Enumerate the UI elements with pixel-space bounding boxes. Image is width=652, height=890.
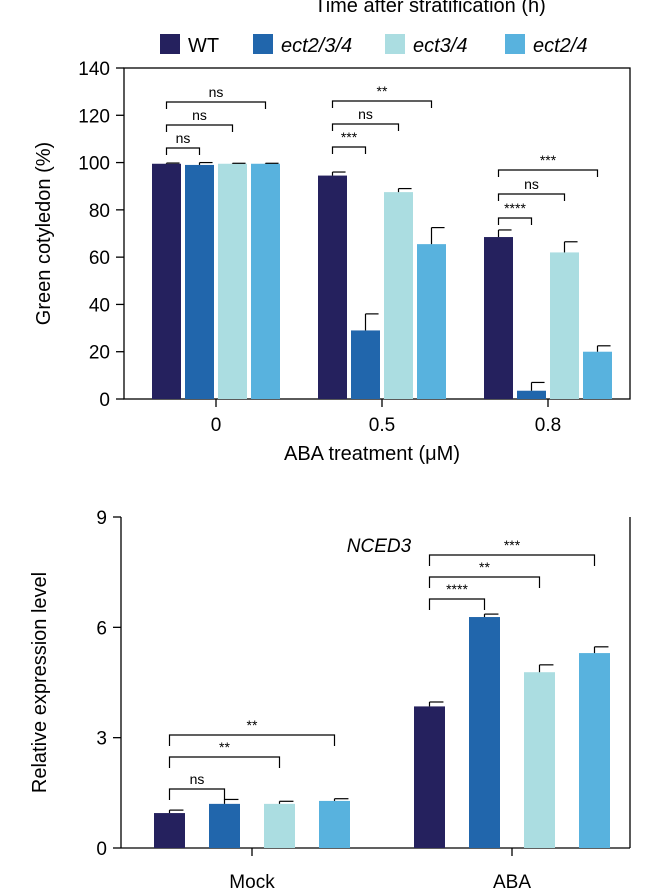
sig-bracket-0-0-3: [165, 101, 267, 109]
legend-label-wt: WT: [188, 35, 219, 57]
x-tick-label-0-5: 0.5: [369, 415, 395, 436]
sig-bracket-0-8-0-1: [497, 217, 533, 225]
sig-bracket-0-8-0-3: [497, 169, 599, 177]
sig-bracket-0-0-1: [165, 147, 201, 155]
x-axis-label: ABA treatment (μM): [284, 443, 460, 465]
sig-bracket-mock-0-3: [168, 734, 336, 746]
bar-ect2-4-mock: [319, 800, 350, 848]
sig-label-0-5-0-3: **: [377, 83, 388, 99]
x-tick-label-mock: Mock: [229, 872, 275, 890]
bar-ect2-4-aba: [579, 653, 610, 848]
bar-ect2-4-0-5: [417, 244, 446, 399]
y-tick-label-40: 40: [89, 295, 110, 316]
bar-ect3-4-0-8: [550, 252, 579, 399]
legend-swatch-wt: [160, 34, 180, 54]
sig-label-mock-0-1: ns: [190, 771, 205, 787]
x-tick-label-aba: ABA: [493, 872, 531, 890]
header-caption: Time after stratification (h): [314, 0, 546, 17]
sig-bracket-0-8-0-2: [497, 193, 566, 201]
sig-bracket-mock-0-2: [168, 756, 281, 768]
sig-label-0-8-0-3: ***: [540, 152, 557, 168]
bar-wt-0-5: [318, 175, 347, 399]
bar-ect2-3-4-0: [185, 164, 214, 399]
legend-swatch-ect2-3-4: [253, 34, 273, 54]
chart-green-cotyledon: 0 20 40 60 80 100 120 140 0 0.5 0.8 Green cotyledon…: [33, 59, 631, 465]
legend-label-ect3-4: ect3/4: [413, 35, 467, 57]
y-axis-label: Green cotyledon (%): [33, 142, 55, 325]
sig-label-0-8-0-2: ns: [524, 176, 539, 192]
sig-bracket-0-5-0-2: [331, 123, 400, 131]
chart-title: NCED3: [347, 536, 412, 557]
bar-wt-0: [152, 163, 181, 399]
sig-bracket-0-5-0-1: [331, 146, 367, 154]
sig-label-0-0-3: ns: [209, 84, 224, 100]
y-tick-label-140: 140: [78, 59, 110, 80]
sig-bracket-aba-0-2: [428, 576, 541, 588]
sig-label-0-5-0-1: ***: [341, 129, 358, 145]
sig-label-aba-0-1: ****: [446, 581, 468, 597]
y-tick-label-100: 100: [78, 154, 110, 175]
y-tick-label-80: 80: [89, 201, 110, 222]
sig-bracket-0-5-0-3: [331, 100, 433, 108]
bar-ect2-3-4-aba: [469, 617, 500, 848]
sig-label-0-5-0-2: ns: [358, 106, 373, 122]
sig-label-aba-0-2: **: [479, 559, 490, 575]
bar-ect3-4-0: [218, 163, 247, 399]
bar-ect2-3-4-0-5: [351, 330, 380, 399]
x-tick-label-0-8: 0.8: [535, 415, 561, 436]
legend-label-ect2-3-4: ect2/3/4: [281, 35, 352, 57]
bar-wt-aba: [414, 706, 445, 848]
sig-label-mock-0-3: **: [247, 717, 258, 733]
y-tick-label-9: 9: [96, 508, 107, 529]
sig-bracket-mock-0-1: [168, 788, 226, 800]
sig-label-mock-0-2: **: [219, 739, 230, 755]
y-tick-label-0: 0: [99, 390, 110, 411]
chart-nced3-expression: 0 3 6 9 Mock ABA Relative expression level NCED…: [29, 508, 631, 890]
y-tick-label-60: 60: [89, 248, 110, 269]
y-axis-label: Relative expression level: [29, 572, 51, 793]
bar-ect2-3-4-mock: [209, 803, 240, 848]
sig-bracket-aba-0-1: [428, 598, 486, 610]
x-tick-label-0: 0: [211, 415, 222, 436]
legend: WT ect2/3/4 ect3/4 ect2/4: [160, 34, 587, 57]
bar-wt-mock: [154, 813, 185, 848]
y-tick-label-120: 120: [78, 106, 110, 127]
y-tick-label-3: 3: [96, 729, 107, 750]
legend-label-ect2-4: ect2/4: [533, 35, 587, 57]
y-tick-label-20: 20: [89, 343, 110, 364]
y-tick-label-0: 0: [96, 839, 107, 860]
sig-label-aba-0-3: ***: [504, 537, 521, 553]
sig-label-0-0-2: ns: [192, 107, 207, 123]
bar-wt-0-8: [484, 237, 513, 399]
sig-label-0-0-1: ns: [176, 130, 191, 146]
legend-swatch-ect2-4: [505, 34, 525, 54]
bar-ect2-3-4-0-8: [517, 390, 546, 399]
bar-ect3-4-aba: [524, 672, 555, 848]
bar-ect3-4-0-5: [384, 192, 413, 399]
sig-bracket-aba-0-3: [428, 554, 596, 566]
sig-bracket-0-0-2: [165, 124, 234, 132]
sig-label-0-8-0-1: ****: [504, 200, 526, 216]
bar-ect2-4-0: [251, 163, 280, 399]
bar-ect3-4-mock: [264, 803, 295, 848]
y-tick-label-6: 6: [96, 618, 107, 639]
bar-ect2-4-0-8: [583, 351, 612, 399]
legend-swatch-ect3-4: [385, 34, 405, 54]
